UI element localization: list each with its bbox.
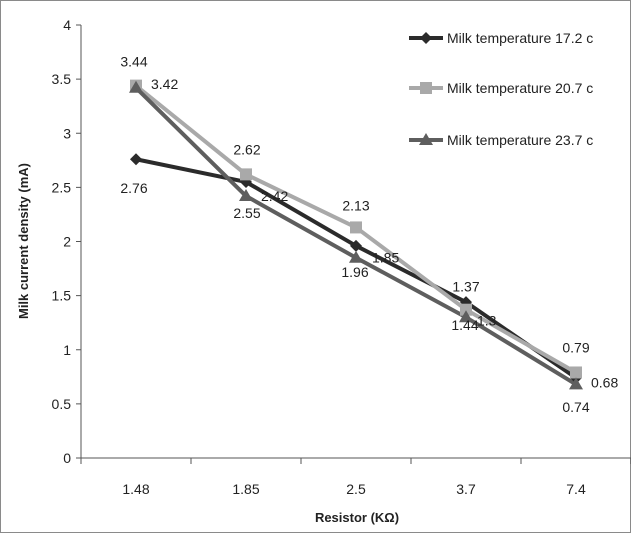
data-label-series-1: 2.55 xyxy=(233,205,260,221)
y-tick-label: 0.5 xyxy=(52,396,72,412)
legend-marker-1 xyxy=(420,32,432,44)
data-label-series-3: 1.85 xyxy=(372,250,399,266)
legend-label-3: Milk temperature 23.7 c xyxy=(447,132,593,148)
data-label-series-2: 3.44 xyxy=(120,54,147,70)
data-point-series-2 xyxy=(350,221,362,233)
legend-label-1: Milk temperature 17.2 c xyxy=(447,30,593,46)
data-label-series-3: 2.42 xyxy=(261,188,288,204)
y-tick-label: 0 xyxy=(63,450,71,466)
x-tick-label: 3.7 xyxy=(456,481,476,497)
data-label-series-2: 1.37 xyxy=(452,279,479,295)
legend-label-2: Milk temperature 20.7 c xyxy=(447,80,593,96)
data-label-series-1: 1.96 xyxy=(341,264,368,280)
legend-marker-2 xyxy=(420,82,432,94)
y-tick-label: 2.5 xyxy=(52,179,72,195)
data-label-series-1: 0.74 xyxy=(562,399,589,415)
y-tick-label: 1 xyxy=(63,342,71,358)
data-label-series-3: 1.3 xyxy=(477,312,497,328)
y-tick-label: 1.5 xyxy=(52,288,72,304)
y-axis-title: Milk current density (mA) xyxy=(16,163,31,319)
x-tick-label: 7.4 xyxy=(566,481,586,497)
data-label-series-1: 2.76 xyxy=(120,180,147,196)
data-label-series-3: 0.68 xyxy=(591,374,618,390)
x-tick-label: 1.85 xyxy=(232,481,259,497)
x-axis-title: Resistor (KΩ) xyxy=(315,510,399,525)
y-tick-label: 3 xyxy=(63,125,71,141)
y-tick-label: 4 xyxy=(63,17,71,33)
data-point-series-1 xyxy=(130,153,142,165)
data-label-series-3: 3.42 xyxy=(151,76,178,92)
data-label-series-1: 1.44 xyxy=(451,317,478,333)
data-label-series-2: 0.79 xyxy=(562,339,589,355)
data-point-series-2 xyxy=(570,366,582,378)
y-tick-label: 3.5 xyxy=(52,71,72,87)
data-label-series-2: 2.62 xyxy=(233,141,260,157)
y-tick-label: 2 xyxy=(63,234,71,250)
x-tick-label: 1.48 xyxy=(122,481,149,497)
x-tick-label: 2.5 xyxy=(346,481,366,497)
data-label-series-2: 2.13 xyxy=(342,197,369,213)
data-point-series-2 xyxy=(240,168,252,180)
